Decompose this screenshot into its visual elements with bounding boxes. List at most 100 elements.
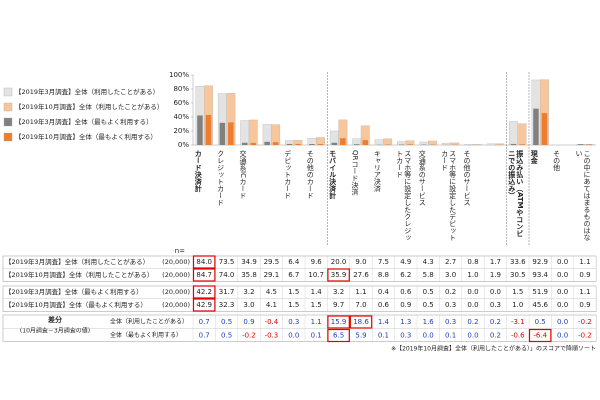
- bar: [295, 143, 301, 145]
- table-value: 1.5: [288, 301, 299, 309]
- y-tick-label: 80%: [173, 85, 189, 93]
- difference-value: -0.6: [511, 332, 525, 340]
- highlight-box: [327, 328, 350, 343]
- difference-value: -0.3: [265, 332, 279, 340]
- bar: [307, 138, 317, 146]
- bar: [407, 144, 413, 145]
- table-value: 35.8: [241, 271, 257, 279]
- x-tick-label: その他: [552, 150, 561, 171]
- difference-value: 6.5: [333, 332, 344, 340]
- difference-value: 18.6: [353, 318, 369, 326]
- y-tick-label: 100%: [169, 71, 189, 79]
- bar: [205, 114, 212, 145]
- bar: [286, 143, 293, 145]
- difference-value: 0.7: [199, 332, 210, 340]
- difference-value: 1.6: [423, 318, 435, 326]
- bar: [586, 144, 592, 145]
- bar: [362, 140, 368, 145]
- table-value: 34.9: [241, 258, 257, 266]
- difference-value: 0.7: [199, 318, 210, 326]
- y-tick-label: 20%: [173, 127, 189, 135]
- highlight-box: [528, 328, 552, 343]
- table-value: 9.0: [355, 258, 366, 266]
- difference-value: 1.4: [378, 318, 390, 326]
- category-label-box: 振込み払い（ATMやコンビニでの振込み）: [508, 150, 524, 237]
- difference-value: 0.1: [445, 332, 456, 340]
- bar: [240, 120, 250, 146]
- legend-swatch: [3, 87, 13, 97]
- table-value: 4.9: [400, 258, 411, 266]
- legend-swatch: [3, 132, 13, 142]
- category-label-box: この中にあてはまるものはない: [575, 150, 591, 241]
- bar: [510, 143, 517, 145]
- table-value: 6.2: [400, 271, 411, 279]
- table-value: 0.8: [467, 258, 478, 266]
- table-value: 31.7: [219, 288, 235, 296]
- difference-value: -6.4: [533, 332, 547, 340]
- table-value: 0.6: [400, 288, 412, 296]
- table-value: 84.0: [196, 258, 212, 266]
- table-value: 45.6: [532, 301, 548, 309]
- table-value: 29.1: [264, 271, 280, 279]
- legend-label: 【2019年10月調査】全体（最もよく利用する）: [15, 132, 157, 141]
- table-value: 0.9: [579, 271, 590, 279]
- difference-value: 0.5: [221, 318, 232, 326]
- table-value: 92.9: [532, 258, 548, 266]
- row-label: 【2019年3月調査】全体（利用したことがある）: [5, 257, 149, 266]
- category-label-box: その他のサービス: [463, 150, 471, 206]
- difference-value: 1.1: [311, 318, 322, 326]
- difference-value: -0.2: [578, 318, 592, 326]
- row-label: 【2019年3月調査】全体（最もよく利用する）: [5, 287, 143, 296]
- difference-row-label: 全体（利用したことがある）: [110, 318, 188, 326]
- difference-subtitle: (10月調査－3月調査の値): [20, 327, 90, 335]
- difference-value: 0.3: [445, 318, 456, 326]
- highlight-box: [192, 255, 216, 269]
- y-tick-label: 40%: [173, 113, 189, 121]
- difference-value: 0.0: [467, 332, 478, 340]
- x-tick-label: その他のカード: [306, 150, 315, 199]
- table-value: 1.0: [467, 271, 478, 279]
- difference-value: -0.2: [578, 332, 592, 340]
- row-label: 【2019年10月調査】全体（最もよく利用する）: [5, 300, 147, 309]
- table-value: 0.0: [557, 258, 568, 266]
- table-value: 0.5: [423, 288, 434, 296]
- highlight-box: [327, 315, 350, 329]
- bar: [352, 138, 362, 146]
- table-value: 30.5: [510, 271, 526, 279]
- row-sample-size: (20,000): [162, 288, 190, 296]
- bar: [272, 142, 279, 145]
- bar: [472, 144, 482, 146]
- difference-value: 0.9: [243, 318, 254, 326]
- difference-value: 0.0: [423, 332, 434, 340]
- table-value: 4.3: [423, 258, 434, 266]
- bar: [374, 139, 384, 146]
- table-value: 0.9: [400, 301, 411, 309]
- table-value: 29.5: [264, 258, 280, 266]
- difference-value: 0.0: [557, 318, 568, 326]
- table-value: 7.0: [355, 301, 366, 309]
- table-value: 1.4: [311, 288, 323, 296]
- table-value: 32.3: [219, 301, 235, 309]
- bar: [450, 142, 460, 146]
- difference-value: -0.2: [242, 332, 256, 340]
- bar: [383, 138, 393, 146]
- table-value: 9.7: [333, 301, 344, 309]
- x-tick-label: スマホ等に設定したクレジットカード: [395, 150, 412, 241]
- bar: [248, 119, 258, 146]
- bar: [509, 121, 518, 146]
- difference-value: 5.9: [355, 332, 366, 340]
- table-value: 0.3: [445, 301, 456, 309]
- category-label-box: その他: [552, 150, 561, 171]
- category-label-box: [485, 150, 505, 244]
- x-tick-label: 交通系ICカード: [239, 150, 247, 199]
- bar: [264, 141, 270, 145]
- category-label-box: QRコード決済: [351, 150, 359, 195]
- difference-value: 0.5: [221, 332, 232, 340]
- category-label-box: スマホ等に設定したデビットカード: [441, 150, 457, 241]
- x-tick-label: モバイル決済計: [328, 150, 337, 199]
- table-value: 42.2: [196, 288, 212, 296]
- bar: [219, 122, 226, 145]
- table-value: 1.1: [355, 288, 366, 296]
- difference-value: 0.3: [400, 332, 411, 340]
- row-label: 【2019年10月調査】全体（利用したことがある）: [5, 270, 153, 279]
